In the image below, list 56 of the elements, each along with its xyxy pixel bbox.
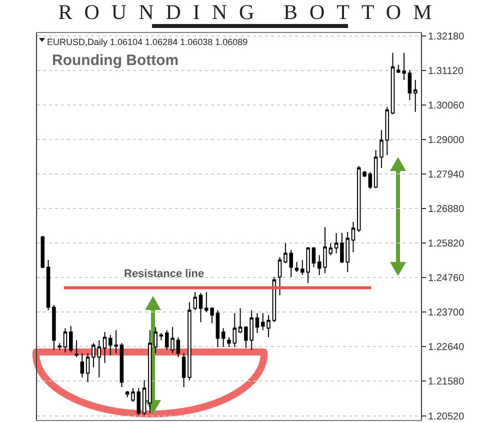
y-tick-label: 1.26880 (428, 204, 465, 216)
y-tick-label: 1.20520 (428, 411, 465, 422)
candlestick (312, 246, 316, 268)
y-tick-label: 1.32180 (428, 31, 465, 42)
candlestick (198, 292, 203, 323)
candlestick (102, 332, 107, 364)
y-tick-label: 1.21580 (428, 376, 465, 388)
candlestick (334, 232, 338, 254)
candlestick (374, 149, 378, 189)
candlestick (408, 70, 412, 101)
candlestick (227, 336, 231, 348)
candlestick (255, 312, 260, 334)
ref-line-label: Resistance line (124, 268, 204, 280)
candlestick (368, 172, 372, 190)
candlestick (413, 79, 418, 112)
y-tick-label: 1.25820 (428, 238, 465, 250)
annotation: Rounding Bottom (52, 52, 179, 69)
candlestick (216, 310, 220, 348)
candlestick (69, 326, 73, 353)
candlestick (390, 52, 395, 115)
candlestick (188, 302, 192, 381)
candlestick (63, 328, 68, 353)
candlestick (86, 352, 90, 383)
y-tick-label: 1.27940 (428, 170, 465, 181)
candlestick (46, 260, 50, 311)
candlestick (74, 340, 78, 358)
candlestick (193, 291, 197, 311)
candlestick (80, 352, 84, 378)
candlestick (52, 304, 56, 350)
y-tick-label: 1.30060 (428, 100, 465, 112)
candlestick (159, 332, 164, 341)
annotation: EURUSD,Daily 1.06104 1.06284 1.06038 1.06089 (47, 37, 248, 47)
candlestick (142, 380, 146, 416)
y-tick-label: 1.24760 (428, 273, 465, 284)
candlestick (328, 242, 333, 256)
chart-title: ROUNDING BOTTOM (57, 0, 445, 24)
candlestick (40, 235, 45, 269)
candlestick (238, 308, 242, 334)
candlestick (232, 312, 237, 348)
y-tick-label: 1.23700 (428, 308, 465, 319)
candlestick (58, 342, 62, 350)
y-tick-label: 1.22640 (428, 342, 465, 354)
y-tick-label: 1.31120 (428, 66, 464, 77)
candlestick (182, 352, 186, 388)
candlestick (278, 256, 282, 296)
y-tick-label: 1.29000 (428, 135, 465, 146)
candlestick (221, 328, 226, 348)
candlestick (176, 336, 180, 358)
candlestick (294, 262, 299, 273)
candlestick (131, 388, 135, 402)
candlestick (125, 390, 130, 398)
candlestick (120, 342, 124, 388)
candlestick (351, 221, 356, 253)
candlestick (323, 226, 327, 274)
candlestick (136, 388, 141, 416)
candlestick (317, 254, 322, 276)
